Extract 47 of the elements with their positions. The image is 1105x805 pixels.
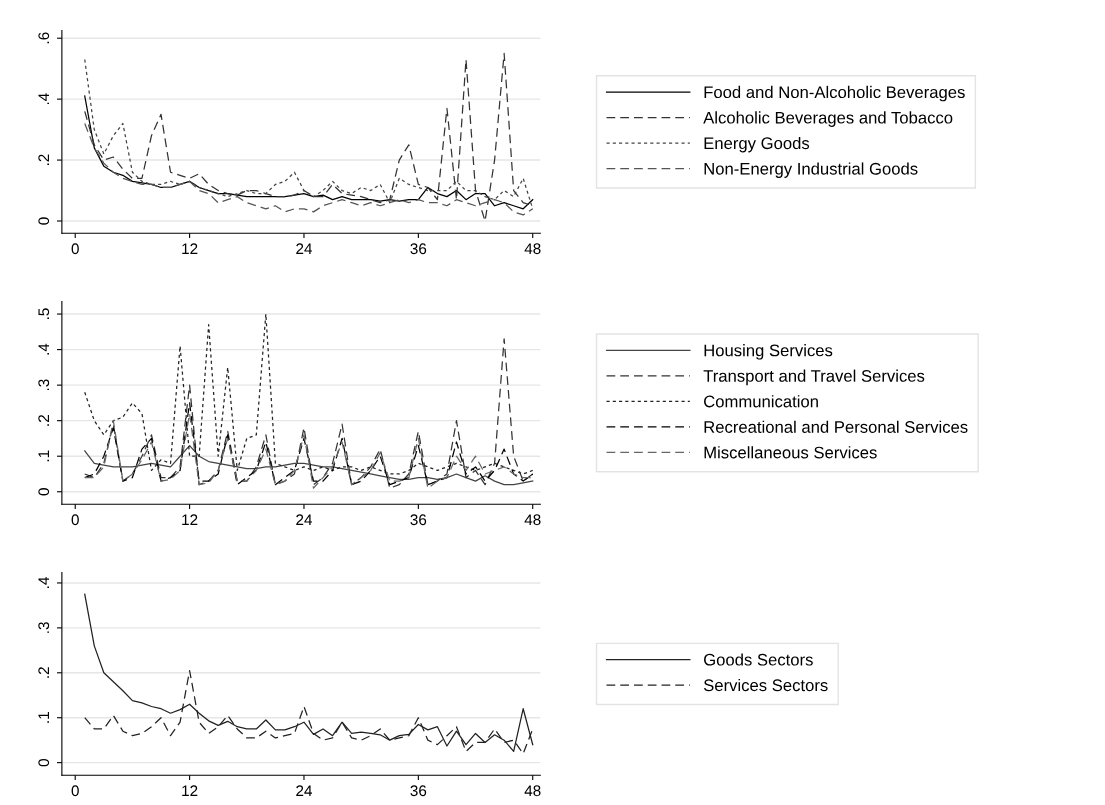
- y-tick-label: .5: [38, 308, 50, 320]
- x-tick-label: 48: [524, 514, 541, 526]
- x-tick-label: 12: [182, 243, 198, 254]
- y-tick-label: .3: [38, 622, 50, 633]
- y-tick-label: .2: [38, 415, 49, 426]
- y-tick-label: .2: [38, 667, 49, 678]
- line-series: [84, 593, 534, 753]
- x-tick-label: 0: [71, 514, 79, 526]
- y-tick-label: .1: [38, 712, 49, 723]
- x-tick-label: 0: [71, 785, 79, 797]
- legend-label: Housing Services: [704, 344, 833, 360]
- y-tick-label: 0: [38, 217, 50, 225]
- y-tick-label: 0: [38, 488, 50, 496]
- legend-label: Non-Energy Industrial Goods: [704, 162, 918, 178]
- y-tick-label: .4: [38, 343, 49, 355]
- line-series: [84, 95, 534, 210]
- x-tick-label: 12: [182, 785, 198, 797]
- legend-label: Miscellaneous Services: [704, 446, 877, 459]
- line-series: [84, 122, 534, 216]
- x-tick-label: 0: [71, 243, 79, 255]
- y-tick-label: .4: [38, 577, 49, 588]
- legend-label: Communication: [704, 395, 818, 408]
- legend-label: Food and Non-Alcoholic Beverages: [704, 85, 965, 102]
- line-series: [84, 313, 534, 475]
- x-tick-label: 36: [410, 785, 427, 797]
- x-tick-label: 24: [296, 785, 313, 797]
- legend-label: Alcoholic Beverages and Tobacco: [703, 111, 953, 127]
- legend-label: Recreational and Personal Services: [704, 420, 968, 433]
- x-tick-label: 36: [410, 514, 427, 526]
- x-tick-label: 24: [296, 514, 313, 525]
- y-tick-label: .2: [38, 154, 49, 166]
- x-tick-label: 48: [524, 243, 541, 255]
- y-tick-label: .1: [38, 450, 49, 462]
- legend-label: Goods Sectors: [704, 653, 813, 666]
- y-tick-label: .3: [38, 379, 50, 391]
- x-tick-label: 12: [182, 514, 198, 525]
- legend-label: Transport and Travel Services: [703, 369, 925, 386]
- x-tick-label: 36: [410, 243, 427, 255]
- legend-label: Services Sectors: [703, 678, 828, 692]
- line-series: [84, 444, 534, 486]
- legend-label: Energy Goods: [704, 136, 810, 153]
- x-tick-label: 48: [524, 785, 541, 797]
- y-tick-label: .4: [38, 93, 49, 105]
- x-tick-label: 24: [296, 243, 313, 254]
- y-tick-label: 0: [38, 758, 50, 767]
- y-tick-label: .6: [38, 32, 50, 44]
- line-series: [84, 338, 534, 489]
